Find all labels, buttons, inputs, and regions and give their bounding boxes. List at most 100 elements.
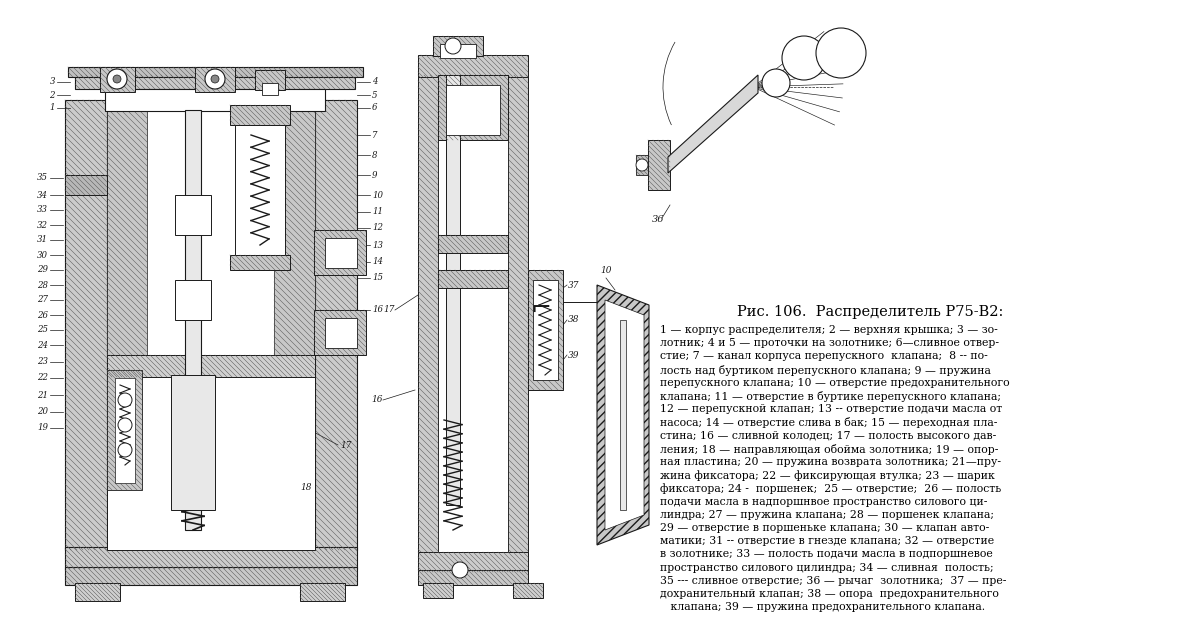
Text: 20: 20 — [37, 407, 49, 417]
Bar — [325, 238, 357, 268]
Bar — [101, 67, 135, 92]
Text: 30: 30 — [37, 250, 49, 260]
Bar — [106, 355, 315, 377]
Bar — [446, 85, 500, 135]
Bar — [446, 75, 460, 505]
Text: 16: 16 — [371, 396, 383, 404]
Text: матики; 31 -- отверстие в гнезде клапана; 32 — отверстие: матики; 31 -- отверстие в гнезде клапана… — [660, 536, 994, 546]
Text: 15: 15 — [371, 273, 383, 283]
Text: подачи масла в надпоршнвое пространство силового ци-: подачи масла в надпоршнвое пространство … — [660, 497, 988, 507]
Text: 38: 38 — [568, 315, 580, 325]
Bar — [65, 175, 106, 195]
Bar — [438, 75, 508, 555]
Bar — [418, 75, 438, 555]
Bar — [418, 55, 528, 77]
Circle shape — [816, 28, 866, 78]
Text: 14: 14 — [371, 258, 383, 266]
Circle shape — [118, 443, 132, 457]
Text: 8: 8 — [371, 150, 377, 160]
Text: линдра; 27 — пружина клапана; 28 — поршенек клапана;: линдра; 27 — пружина клапана; 28 — порше… — [660, 510, 994, 520]
Text: 39: 39 — [568, 350, 580, 360]
Bar — [418, 552, 528, 572]
Text: в золотнике; 33 — полость подачи масла в подпоршневое: в золотнике; 33 — полость подачи масла в… — [660, 550, 993, 560]
Text: 28: 28 — [37, 281, 49, 289]
Polygon shape — [605, 300, 644, 530]
Bar — [508, 75, 528, 555]
Text: 29: 29 — [37, 266, 49, 274]
Text: 5: 5 — [371, 91, 377, 99]
Bar — [424, 583, 453, 598]
Text: 9: 9 — [371, 171, 377, 179]
Text: 35 --- сливное отверстие; 36 — рычаг  золотника;  37 — пре-: 35 --- сливное отверстие; 36 — рычаг зол… — [660, 576, 1007, 586]
Text: стина; 16 — сливной колодец; 17 — полость высокого дав-: стина; 16 — сливной колодец; 17 — полост… — [660, 430, 996, 441]
Bar — [313, 310, 366, 355]
Text: дохранительный клапан; 38 — опора  предохранительного: дохранительный клапан; 38 — опора предох… — [660, 589, 998, 599]
Bar — [261, 83, 278, 95]
Bar — [75, 583, 119, 601]
Bar — [65, 547, 357, 569]
Text: 18: 18 — [300, 484, 311, 492]
Bar — [65, 100, 106, 550]
Circle shape — [114, 75, 121, 83]
Text: 35: 35 — [37, 173, 49, 183]
Text: насоса; 14 — отверстие слива в бак; 15 — переходная пла-: насоса; 14 — отверстие слива в бак; 15 —… — [660, 417, 997, 428]
Bar — [195, 67, 235, 92]
Bar — [230, 255, 290, 270]
Circle shape — [211, 75, 219, 83]
Bar — [172, 375, 215, 510]
Text: 29 — отверстие в поршеньке клапана; 30 — клапан авто-: 29 — отверстие в поршеньке клапана; 30 —… — [660, 523, 989, 533]
Text: ⌐: ⌐ — [530, 299, 551, 322]
Text: 1 — корпус распределителя; 2 — верхняя крышка; 3 — зо-: 1 — корпус распределителя; 2 — верхняя к… — [660, 325, 997, 335]
Text: клапана; 39 — пружина предохранительного клапана.: клапана; 39 — пружина предохранительного… — [660, 602, 985, 612]
Text: клапана; 11 — отверстие в буртике перепускного клапана;: клапана; 11 — отверстие в буртике перепу… — [660, 391, 1001, 402]
Text: 11: 11 — [371, 207, 383, 217]
Text: 2: 2 — [50, 91, 54, 99]
Bar — [300, 583, 345, 601]
Text: 27: 27 — [37, 296, 49, 304]
Circle shape — [445, 38, 461, 54]
Text: 24: 24 — [37, 340, 49, 350]
Text: 17: 17 — [383, 306, 395, 314]
Bar — [230, 105, 290, 125]
Text: 34: 34 — [37, 191, 49, 199]
Text: 26: 26 — [37, 310, 49, 319]
Bar — [534, 280, 558, 380]
Bar — [106, 100, 147, 360]
Text: 37: 37 — [568, 281, 580, 289]
Text: пространство силового цилиндра; 34 — сливная  полость;: пространство силового цилиндра; 34 — сли… — [660, 563, 994, 573]
Bar — [274, 100, 315, 360]
Bar — [235, 125, 285, 270]
Bar — [175, 195, 211, 235]
Bar — [315, 100, 357, 550]
Bar — [65, 567, 357, 585]
Text: 12: 12 — [371, 224, 383, 232]
Text: 36: 36 — [652, 215, 664, 225]
Bar — [256, 70, 285, 90]
Polygon shape — [668, 75, 758, 173]
Text: 10: 10 — [371, 191, 383, 199]
Text: 17: 17 — [340, 440, 351, 450]
Text: ная пластина; 20 — пружина возврата золотника; 21—пру-: ная пластина; 20 — пружина возврата золо… — [660, 457, 1001, 467]
Bar — [620, 320, 626, 510]
Text: 23: 23 — [37, 358, 49, 366]
Bar — [313, 230, 366, 275]
Bar — [418, 570, 528, 585]
Bar — [528, 270, 563, 390]
Text: 22: 22 — [37, 373, 49, 383]
Text: 32: 32 — [37, 220, 49, 230]
Text: 12 — перепускной клапан; 13 -- отверстие подачи масла от: 12 — перепускной клапан; 13 -- отверстие… — [660, 404, 1002, 414]
Circle shape — [762, 69, 790, 97]
Bar — [438, 270, 508, 288]
Bar — [75, 75, 355, 89]
Circle shape — [118, 418, 132, 432]
Bar — [325, 318, 357, 348]
Text: 10: 10 — [600, 266, 612, 275]
Bar — [438, 75, 508, 140]
Circle shape — [205, 69, 225, 89]
Text: Рис. 106.  Распределитель Р75-В2:: Рис. 106. Распределитель Р75-В2: — [737, 305, 1003, 319]
Text: лость над буртиком перепускного клапана; 9 — пружина: лость над буртиком перепускного клапана;… — [660, 365, 991, 376]
Text: фиксатора; 24 -  поршенек;  25 — отверстие;  26 — полость: фиксатора; 24 - поршенек; 25 — отверстие… — [660, 483, 1001, 494]
Text: 6: 6 — [371, 104, 377, 112]
Text: 1: 1 — [50, 104, 54, 112]
Bar — [115, 378, 135, 483]
